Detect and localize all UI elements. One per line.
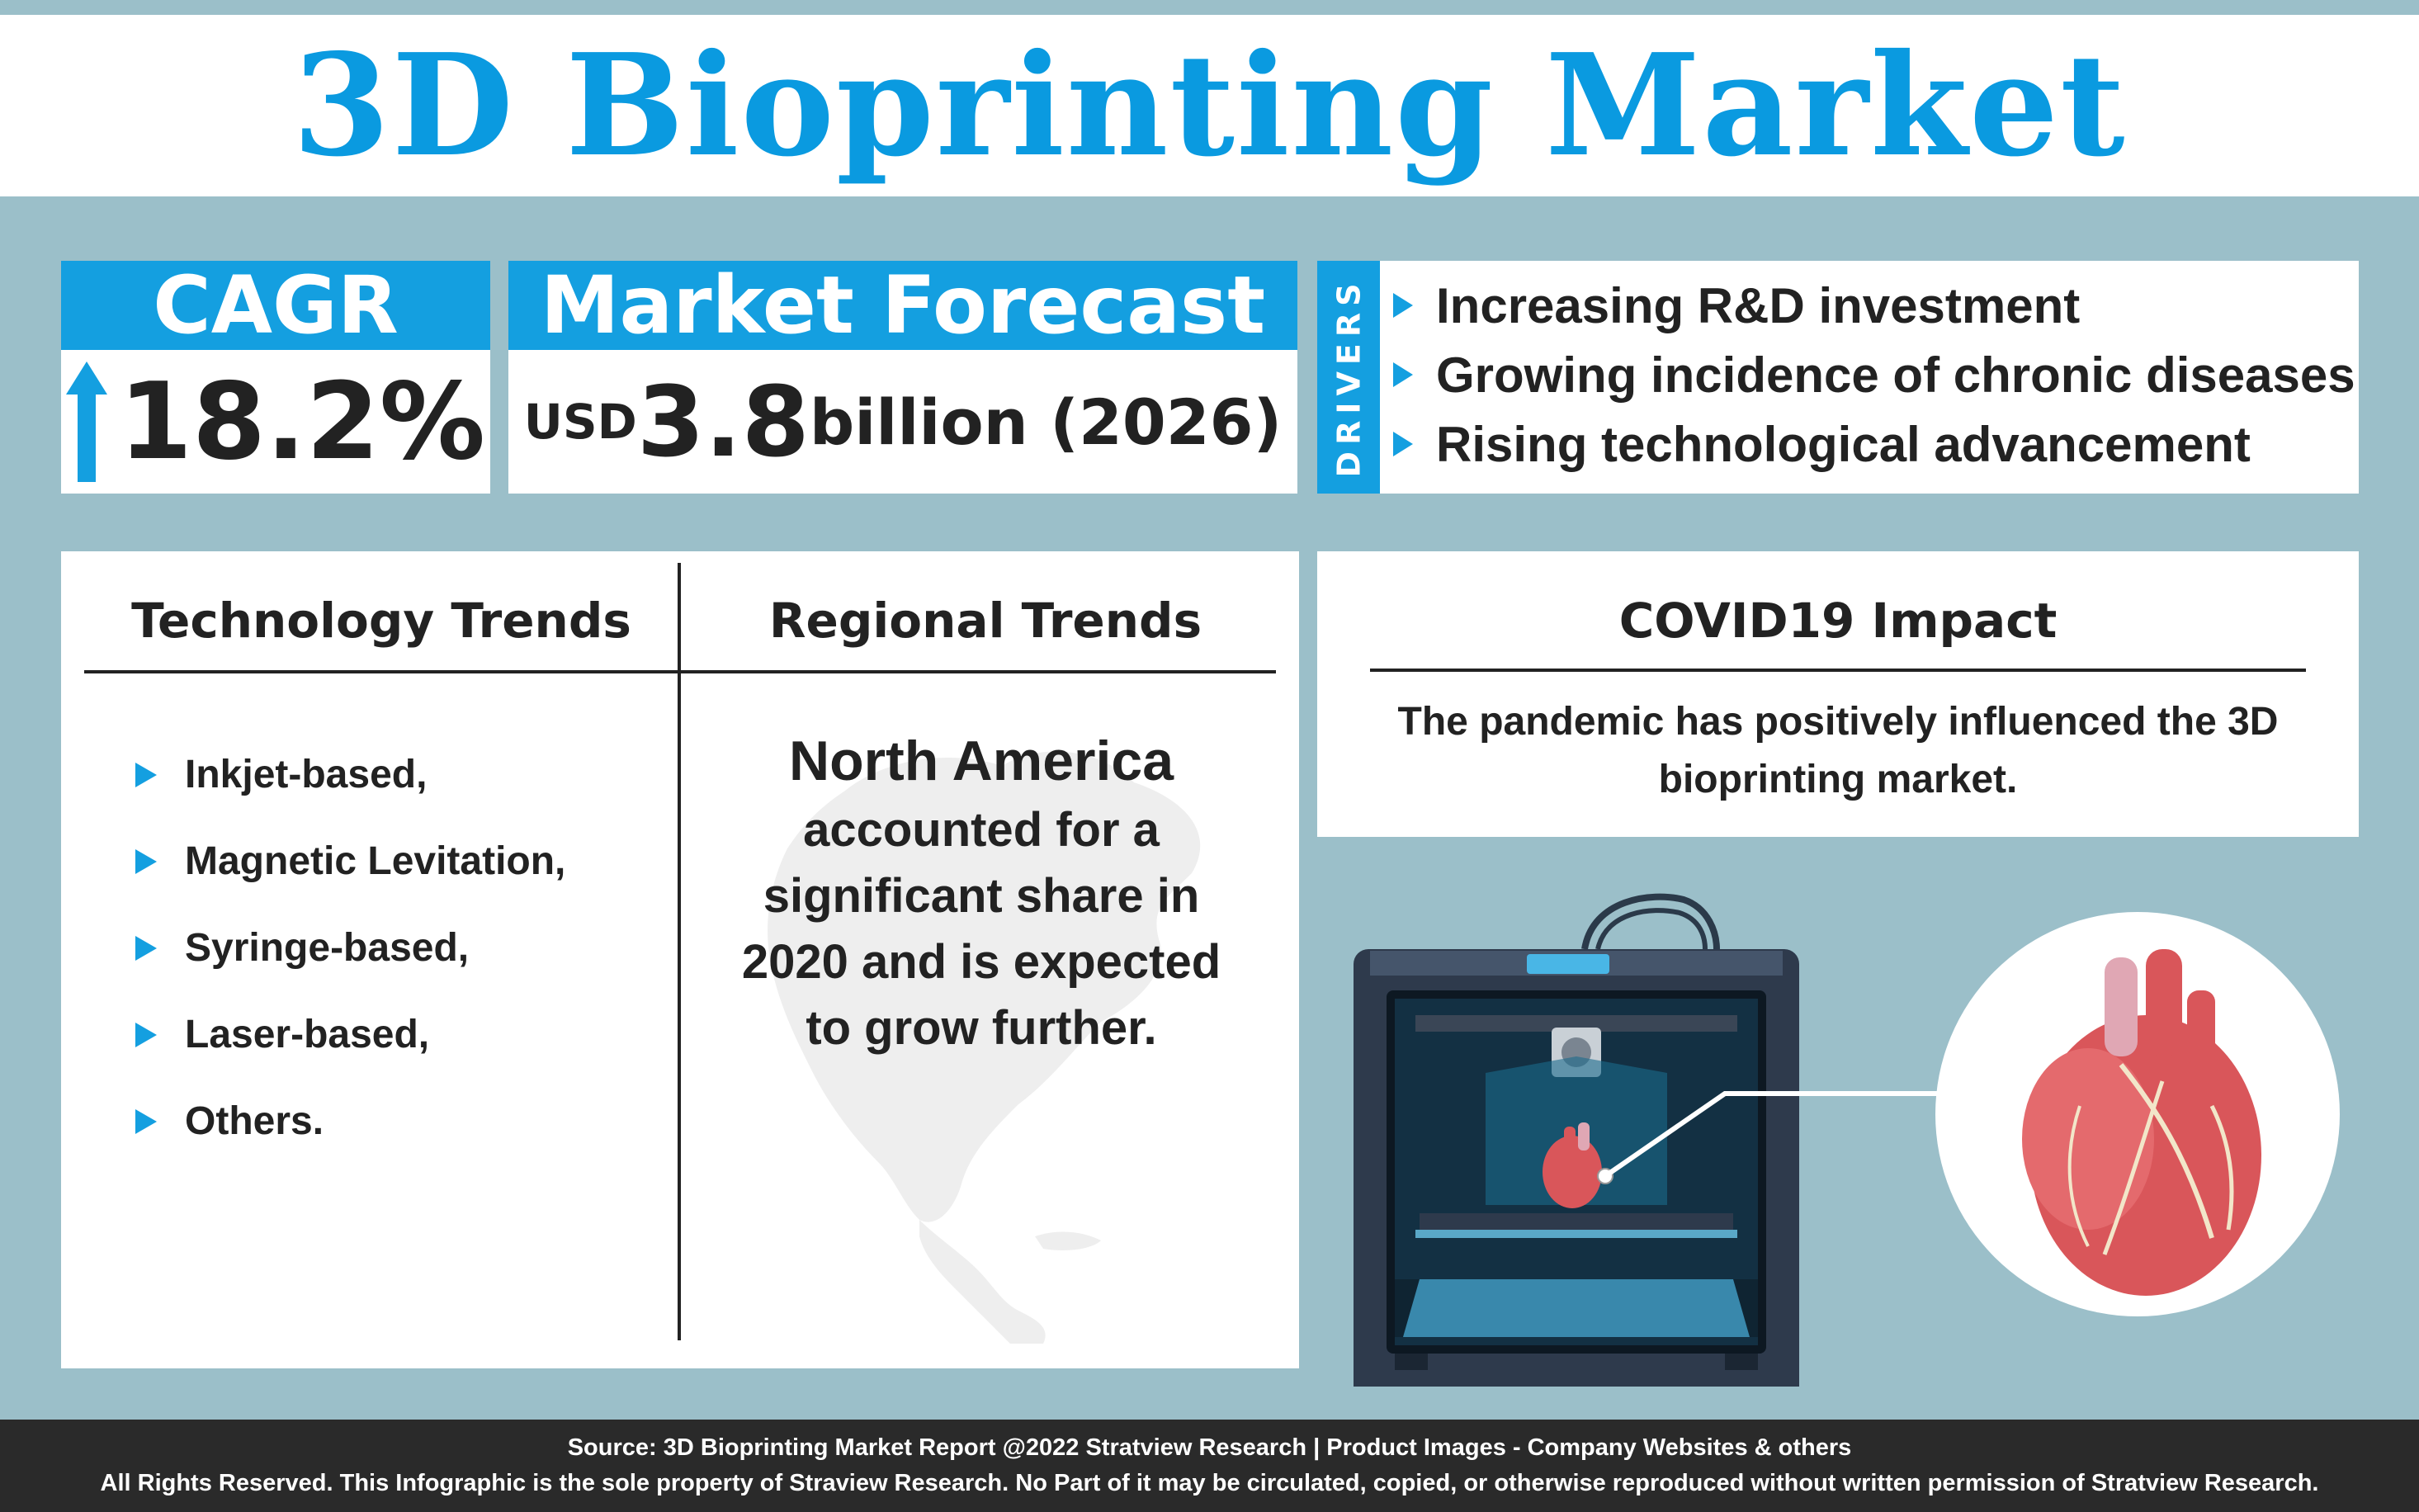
trends-card: Technology Trends Regional Trends Inkjet… — [61, 551, 1299, 1368]
drivers-strip: DRIVERS — [1317, 261, 1380, 494]
heart-icon — [2022, 949, 2261, 1296]
technology-trends-list: Inkjet-based, Magnetic Levitation, Syrin… — [135, 731, 664, 1165]
market-forecast-value: USD 3.8 billion (2026) — [508, 350, 1297, 494]
bullet-triangle-icon — [135, 762, 157, 787]
technology-item-text: Others. — [185, 1099, 324, 1143]
covid-impact-card: COVID19 Impact The pandemic has positive… — [1317, 551, 2359, 837]
cagr-value: 18.2% — [118, 360, 486, 484]
regional-body: accounted for a significant share in 202… — [741, 803, 1221, 1056]
covid-impact-heading: COVID19 Impact — [1618, 593, 2058, 649]
regional-trends-text: North America accounted for a significan… — [713, 725, 1250, 1062]
bioprinter-heart-illustration — [1354, 893, 2340, 1387]
technology-item-text: Inkjet-based, — [185, 753, 428, 796]
drivers-list: Increasing R&D investment Growing incide… — [1393, 271, 2355, 479]
north-america-map-icon — [768, 751, 1201, 1344]
forecast-number: 3.8 — [636, 365, 810, 479]
header-banner: 3D Bioprinting Market — [0, 15, 2419, 196]
footer-source: Source: 3D Bioprinting Market Report @20… — [567, 1434, 1852, 1461]
bullet-triangle-icon — [1393, 432, 1413, 456]
list-item: Laser-based, — [135, 991, 664, 1078]
bullet-triangle-icon — [135, 1022, 157, 1047]
driver-text: Rising technological advancement — [1436, 416, 2251, 472]
bullet-triangle-icon — [135, 1108, 157, 1134]
technology-item-text: Magnetic Levitation, — [185, 839, 566, 883]
covid-impact-text: The pandemic has positively influenced t… — [1397, 700, 2279, 801]
bullet-triangle-icon — [135, 935, 157, 961]
bullet-triangle-icon — [135, 848, 157, 874]
trends-column-divider — [678, 563, 681, 1340]
bullet-triangle-icon — [1393, 362, 1413, 387]
arrow-up-icon — [65, 361, 107, 482]
footer-rights: All Rights Reserved. This Infographic is… — [100, 1470, 2319, 1496]
page-title: 3D Bioprinting Market — [292, 23, 2127, 188]
technology-item-text: Syringe-based, — [185, 926, 470, 970]
technology-trends-heading: Technology Trends — [131, 593, 631, 649]
forecast-unit-year: billion (2026) — [809, 385, 1283, 459]
market-forecast-card: Market Forecast USD 3.8 billion (2026) — [508, 259, 1297, 494]
list-item: Syringe-based, — [135, 905, 664, 991]
regional-trends-heading: Regional Trends — [768, 593, 1202, 649]
list-item: Others. — [135, 1078, 664, 1165]
cagr-label: CAGR — [61, 259, 490, 352]
technology-item-text: Laser-based, — [185, 1013, 430, 1056]
small-heart-icon — [1543, 1122, 1613, 1208]
drivers-label: DRIVERS — [1330, 276, 1368, 478]
forecast-currency: USD — [523, 394, 637, 450]
footer: Source: 3D Bioprinting Market Report @20… — [0, 1420, 2419, 1512]
market-forecast-label: Market Forecast — [508, 259, 1297, 352]
driver-item: Increasing R&D investment — [1393, 271, 2350, 340]
cagr-card: CAGR 18.2% — [61, 259, 490, 494]
bullet-triangle-icon — [1393, 293, 1413, 318]
driver-item: Growing incidence of chronic diseases — [1393, 340, 2355, 409]
driver-text: Growing incidence of chronic diseases — [1436, 347, 2355, 403]
list-item: Inkjet-based, — [135, 731, 664, 818]
regional-headline: North America — [788, 730, 1174, 792]
covid-heading-rule — [1370, 669, 2306, 672]
drivers-card: DRIVERS Increasing R&D investment Growin… — [1317, 261, 2359, 494]
driver-item: Rising technological advancement — [1393, 409, 2350, 479]
driver-text: Increasing R&D investment — [1436, 277, 2081, 333]
list-item: Magnetic Levitation, — [135, 818, 664, 905]
cagr-body: 18.2% — [61, 350, 490, 494]
